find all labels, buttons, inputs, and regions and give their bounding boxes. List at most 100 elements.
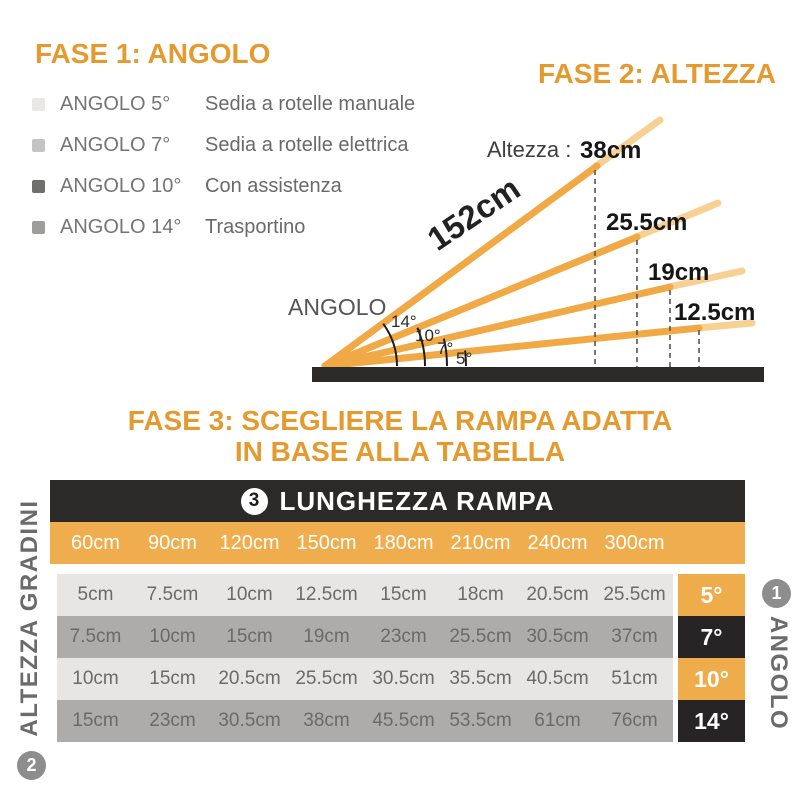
table-cell: 30.5cm <box>218 710 281 731</box>
swatch-7deg-icon <box>32 138 45 152</box>
arc-7deg <box>442 338 449 367</box>
ground-bar <box>312 367 764 382</box>
arc-label-7deg: 7° <box>437 339 453 358</box>
legend-label: ANGOLO 7° <box>60 133 171 156</box>
fase1-title: FASE 1: ANGOLO <box>35 38 271 69</box>
angolo-diagram-label: ANGOLO <box>288 294 386 320</box>
height-value-25cm: 25.5cm <box>606 209 687 236</box>
arc-5deg <box>464 350 467 367</box>
angle-cell-7deg: 7° <box>678 616 745 658</box>
column-header: 90cm <box>148 531 197 554</box>
table-cell: 7.5cm <box>146 584 199 605</box>
table-row: 5cm 7.5cm 10cm 12.5cm 15cm 18cm 20.5cm 2… <box>50 574 745 616</box>
table-cell: 10cm <box>72 668 119 689</box>
right-axis-label: ANGOLO <box>765 615 792 731</box>
legend-label: ANGOLO 10° <box>60 174 182 197</box>
fase2-title: FASE 2: ALTEZZA <box>538 58 776 89</box>
table-cell: 53.5cm <box>449 710 512 731</box>
table-row: 10cm 15cm 20.5cm 25.5cm 30.5cm 35.5cm 40… <box>50 658 745 700</box>
ramp-line-7deg <box>321 283 674 370</box>
angle-cell-14deg: 14° <box>678 700 745 742</box>
table-cell: 37cm <box>611 626 658 647</box>
ramp-length-label: 152cm <box>421 169 527 257</box>
table-cell: 30.5cm <box>526 626 589 647</box>
column-header: 60cm <box>71 531 120 554</box>
table-cell: 25.5cm <box>603 584 666 605</box>
table-row: 15cm 23cm 30.5cm 38cm 45.5cm 53.5cm 61cm… <box>50 700 745 742</box>
table-cell: 35.5cm <box>449 668 512 689</box>
legend-label: ANGOLO 14° <box>60 215 182 238</box>
table-cell: 76cm <box>611 710 658 731</box>
ramp-line-10deg <box>321 233 641 370</box>
table-cell: 23cm <box>380 626 427 647</box>
arc-label-5deg: 5° <box>456 349 472 368</box>
column-header: 150cm <box>296 531 357 554</box>
ramp-line-14deg <box>321 162 601 370</box>
table-cell: 7.5cm <box>69 626 122 647</box>
column-header: 300cm <box>604 531 665 554</box>
height-value-19cm: 19cm <box>648 259 709 286</box>
legend-desc: Trasportino <box>205 215 306 238</box>
legend-desc: Con assistenza <box>205 174 342 197</box>
table-cell: 15cm <box>380 584 427 605</box>
ramp-extension-7deg <box>665 267 746 291</box>
column-header: 210cm <box>450 531 511 554</box>
arc-label-14deg: 14° <box>391 312 417 331</box>
fase3-title-line2: IN BASE ALLA TABELLA <box>234 436 566 467</box>
ramp-extension-5deg <box>694 319 756 332</box>
left-axis-label: ALTEZZA GRADINI <box>16 499 43 737</box>
swatch-10deg-icon <box>32 179 45 193</box>
fase3-title-line1: FASE 3: SCEGLIERE LA RAMPA ADATTA <box>127 405 673 436</box>
angle-cell-10deg: 10° <box>678 658 745 700</box>
legend-desc: Sedia a rotelle elettrica <box>205 133 409 156</box>
legend-item-7deg: ANGOLO 7° Sedia a rotelle elettrica <box>32 133 415 157</box>
height-value-38cm: 38cm <box>580 137 641 164</box>
table-row: 7.5cm 10cm 15cm 19cm 23cm 25.5cm 30.5cm … <box>50 616 745 658</box>
badge-2-icon: 2 <box>17 751 46 780</box>
ramp-extension-10deg <box>632 199 722 241</box>
swatch-5deg-icon <box>32 97 45 111</box>
legend-desc: Sedia a rotelle manuale <box>205 92 416 115</box>
column-header: 240cm <box>527 531 588 554</box>
column-header: 180cm <box>373 531 434 554</box>
angle-legend: ANGOLO 5° Sedia a rotelle manuale ANGOLO… <box>32 92 415 239</box>
table-cell: 15cm <box>149 668 196 689</box>
angle-cell-5deg: 5° <box>678 574 745 616</box>
legend-item-14deg: ANGOLO 14° Trasportino <box>32 215 415 239</box>
table-cell: 5cm <box>77 584 114 605</box>
table-cell: 15cm <box>226 626 273 647</box>
swatch-14deg-icon <box>32 220 45 234</box>
table-cell: 12.5cm <box>295 584 358 605</box>
table-title: LUNGHEZZA RAMPA <box>279 485 555 516</box>
legend-label: ANGOLO 5° <box>60 92 171 115</box>
column-header-row: 60cm 90cm 120cm 150cm 180cm 210cm 240cm … <box>50 522 745 564</box>
table-cell: 25.5cm <box>449 626 512 647</box>
table-cell: 38cm <box>303 710 350 731</box>
legend-item-5deg: ANGOLO 5° Sedia a rotelle manuale <box>32 92 415 116</box>
table-cell: 40.5cm <box>526 668 589 689</box>
fase3-title: FASE 3: SCEGLIERE LA RAMPA ADATTA IN BAS… <box>0 405 800 467</box>
ramp-extension-14deg <box>591 116 664 171</box>
table-cell: 10cm <box>226 584 273 605</box>
table-cell: 10cm <box>149 626 196 647</box>
table-cell: 23cm <box>149 710 196 731</box>
table-header-bar: 3 LUNGHEZZA RAMPA <box>50 480 745 522</box>
legend-item-10deg: ANGOLO 10° Con assistenza <box>32 174 415 198</box>
table-cell: 18cm <box>457 584 504 605</box>
table-cell: 45.5cm <box>372 710 435 731</box>
ramp-line-5deg <box>321 324 703 370</box>
height-value-12cm: 12.5cm <box>674 299 755 326</box>
arc-10deg <box>416 327 427 367</box>
ramp-angle-diagram: 14° 10° 7° 5° ANGOLO 152cm Altezza : 38c… <box>288 116 764 382</box>
table-cell: 61cm <box>534 710 581 731</box>
table-cell: 19cm <box>303 626 350 647</box>
arc-14deg <box>382 323 398 367</box>
table-cell: 15cm <box>72 710 119 731</box>
table-cell: 20.5cm <box>526 584 589 605</box>
table-gap <box>50 564 745 574</box>
ramp-table: 3 LUNGHEZZA RAMPA 60cm 90cm 120cm 150cm … <box>50 480 745 742</box>
table-cell: 51cm <box>611 668 658 689</box>
altezza-label: Altezza : <box>487 137 571 162</box>
column-header: 120cm <box>219 531 280 554</box>
arc-label-10deg: 10° <box>415 326 441 345</box>
